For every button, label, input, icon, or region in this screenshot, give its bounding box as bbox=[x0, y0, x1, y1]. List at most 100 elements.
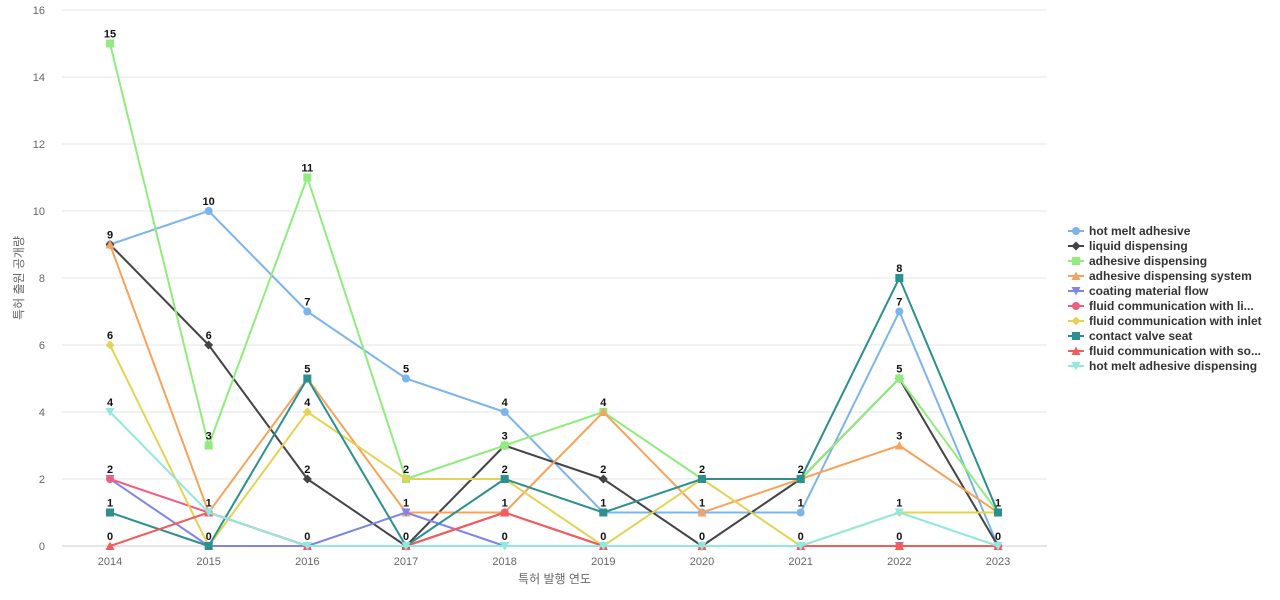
legend-item[interactable]: adhesive dispensing system bbox=[1068, 269, 1252, 283]
data-point bbox=[302, 407, 312, 417]
data-point bbox=[106, 39, 114, 48]
data-point bbox=[302, 542, 312, 551]
data-label: 0 bbox=[600, 531, 606, 543]
data-point bbox=[895, 274, 904, 282]
legend-marker bbox=[1072, 257, 1080, 265]
series-fluid-communication-with-so[interactable] bbox=[105, 508, 1003, 550]
data-point bbox=[894, 508, 904, 517]
legend-label: contact valve seat bbox=[1089, 329, 1192, 343]
data-label: 2 bbox=[699, 464, 705, 476]
series-line bbox=[109, 277, 999, 547]
legend-label: fluid communication with inlet bbox=[1089, 314, 1262, 328]
data-label: 0 bbox=[798, 531, 804, 543]
data-point bbox=[204, 207, 213, 215]
legend-label: coating material flow bbox=[1089, 284, 1209, 298]
data-point bbox=[204, 441, 213, 450]
data-label: 6 bbox=[206, 330, 212, 342]
y-tick-label: 6 bbox=[39, 340, 45, 352]
x-tick-label: 2019 bbox=[591, 556, 615, 568]
legend-item[interactable]: fluid communication with li... bbox=[1068, 299, 1254, 313]
x-tick-label: 2018 bbox=[492, 556, 516, 568]
y-tick-label: 14 bbox=[33, 72, 45, 84]
series-fluid-communication-with-inlet[interactable] bbox=[105, 340, 1003, 551]
series-layer bbox=[105, 39, 1003, 551]
legend-marker bbox=[1072, 332, 1080, 340]
data-label: 4 bbox=[600, 397, 607, 409]
y-tick-label: 8 bbox=[39, 273, 45, 285]
legend-marker bbox=[1071, 362, 1081, 371]
series-hot-melt-adhesive-dispensing[interactable] bbox=[105, 408, 1003, 551]
data-point bbox=[796, 508, 805, 517]
data-point bbox=[105, 408, 115, 417]
grid-lines bbox=[62, 9, 1047, 547]
legend-item[interactable]: adhesive dispensing bbox=[1068, 254, 1207, 268]
legend-item[interactable]: liquid dispensing bbox=[1068, 239, 1188, 253]
data-label: 1 bbox=[107, 498, 113, 510]
data-label: 5 bbox=[304, 364, 310, 376]
y-tick-label: 10 bbox=[33, 206, 45, 218]
series-contact-valve-seat[interactable] bbox=[106, 274, 1002, 550]
data-point bbox=[895, 307, 904, 316]
legend-item[interactable]: hot melt adhesive bbox=[1068, 224, 1191, 238]
data-label: 2 bbox=[798, 464, 804, 476]
data-point bbox=[894, 441, 904, 450]
legend-item[interactable]: hot melt adhesive dispensing bbox=[1068, 359, 1257, 373]
data-label: 1 bbox=[699, 498, 705, 510]
legend-item[interactable]: fluid communication with inlet bbox=[1068, 314, 1262, 328]
y-tick-label: 2 bbox=[39, 474, 45, 486]
legend-marker bbox=[1072, 302, 1080, 310]
data-point bbox=[303, 173, 312, 182]
data-label: 0 bbox=[206, 531, 212, 543]
data-point bbox=[599, 508, 608, 517]
data-label: 1 bbox=[995, 498, 1001, 510]
data-label: 1 bbox=[206, 498, 212, 510]
legend-label: liquid dispensing bbox=[1089, 239, 1188, 253]
data-point bbox=[994, 508, 1002, 517]
data-label: 8 bbox=[896, 263, 902, 275]
data-label: 6 bbox=[107, 330, 113, 342]
series-line bbox=[109, 411, 999, 547]
data-point bbox=[895, 374, 904, 383]
data-label: 4 bbox=[304, 397, 311, 409]
data-label: 1 bbox=[600, 498, 606, 510]
data-label: 11 bbox=[302, 163, 314, 175]
data-point bbox=[302, 474, 312, 484]
legend-marker bbox=[1072, 227, 1080, 235]
legend-item[interactable]: coating material flow bbox=[1068, 284, 1209, 298]
legend-marker bbox=[1071, 241, 1081, 251]
data-point bbox=[500, 542, 510, 551]
x-tick-label: 2021 bbox=[788, 556, 812, 568]
data-label: 2 bbox=[107, 464, 113, 476]
data-label: 5 bbox=[896, 364, 902, 376]
legend-item[interactable]: contact valve seat bbox=[1068, 329, 1192, 343]
data-point bbox=[500, 475, 509, 483]
series-hot-melt-adhesive[interactable] bbox=[106, 207, 1002, 550]
x-tick-label: 2017 bbox=[394, 556, 418, 568]
data-label: 1 bbox=[798, 498, 804, 510]
data-label: 0 bbox=[896, 531, 902, 543]
data-point bbox=[401, 508, 411, 517]
data-label: 2 bbox=[304, 464, 310, 476]
legend-label: hot melt adhesive bbox=[1089, 224, 1191, 238]
x-tick-label: 2022 bbox=[887, 556, 911, 568]
data-point bbox=[105, 240, 115, 249]
data-point bbox=[993, 542, 1003, 551]
data-point bbox=[500, 441, 509, 450]
data-label: 15 bbox=[104, 29, 116, 41]
data-label: 2 bbox=[403, 464, 409, 476]
x-tick-label: 2020 bbox=[690, 556, 714, 568]
legend-label: fluid communication with li... bbox=[1089, 299, 1254, 313]
data-label: 7 bbox=[304, 297, 310, 309]
series-adhesive-dispensing-system[interactable] bbox=[105, 240, 1003, 517]
data-point bbox=[303, 307, 312, 316]
legend-item[interactable]: fluid communication with so... bbox=[1068, 344, 1261, 358]
data-point bbox=[598, 474, 608, 484]
data-point bbox=[598, 542, 608, 551]
legend-marker bbox=[1071, 316, 1081, 326]
data-point bbox=[698, 475, 706, 483]
data-point bbox=[402, 374, 410, 383]
data-point bbox=[106, 475, 114, 483]
y-tick-label: 0 bbox=[39, 541, 45, 553]
legend-label: hot melt adhesive dispensing bbox=[1089, 359, 1257, 373]
